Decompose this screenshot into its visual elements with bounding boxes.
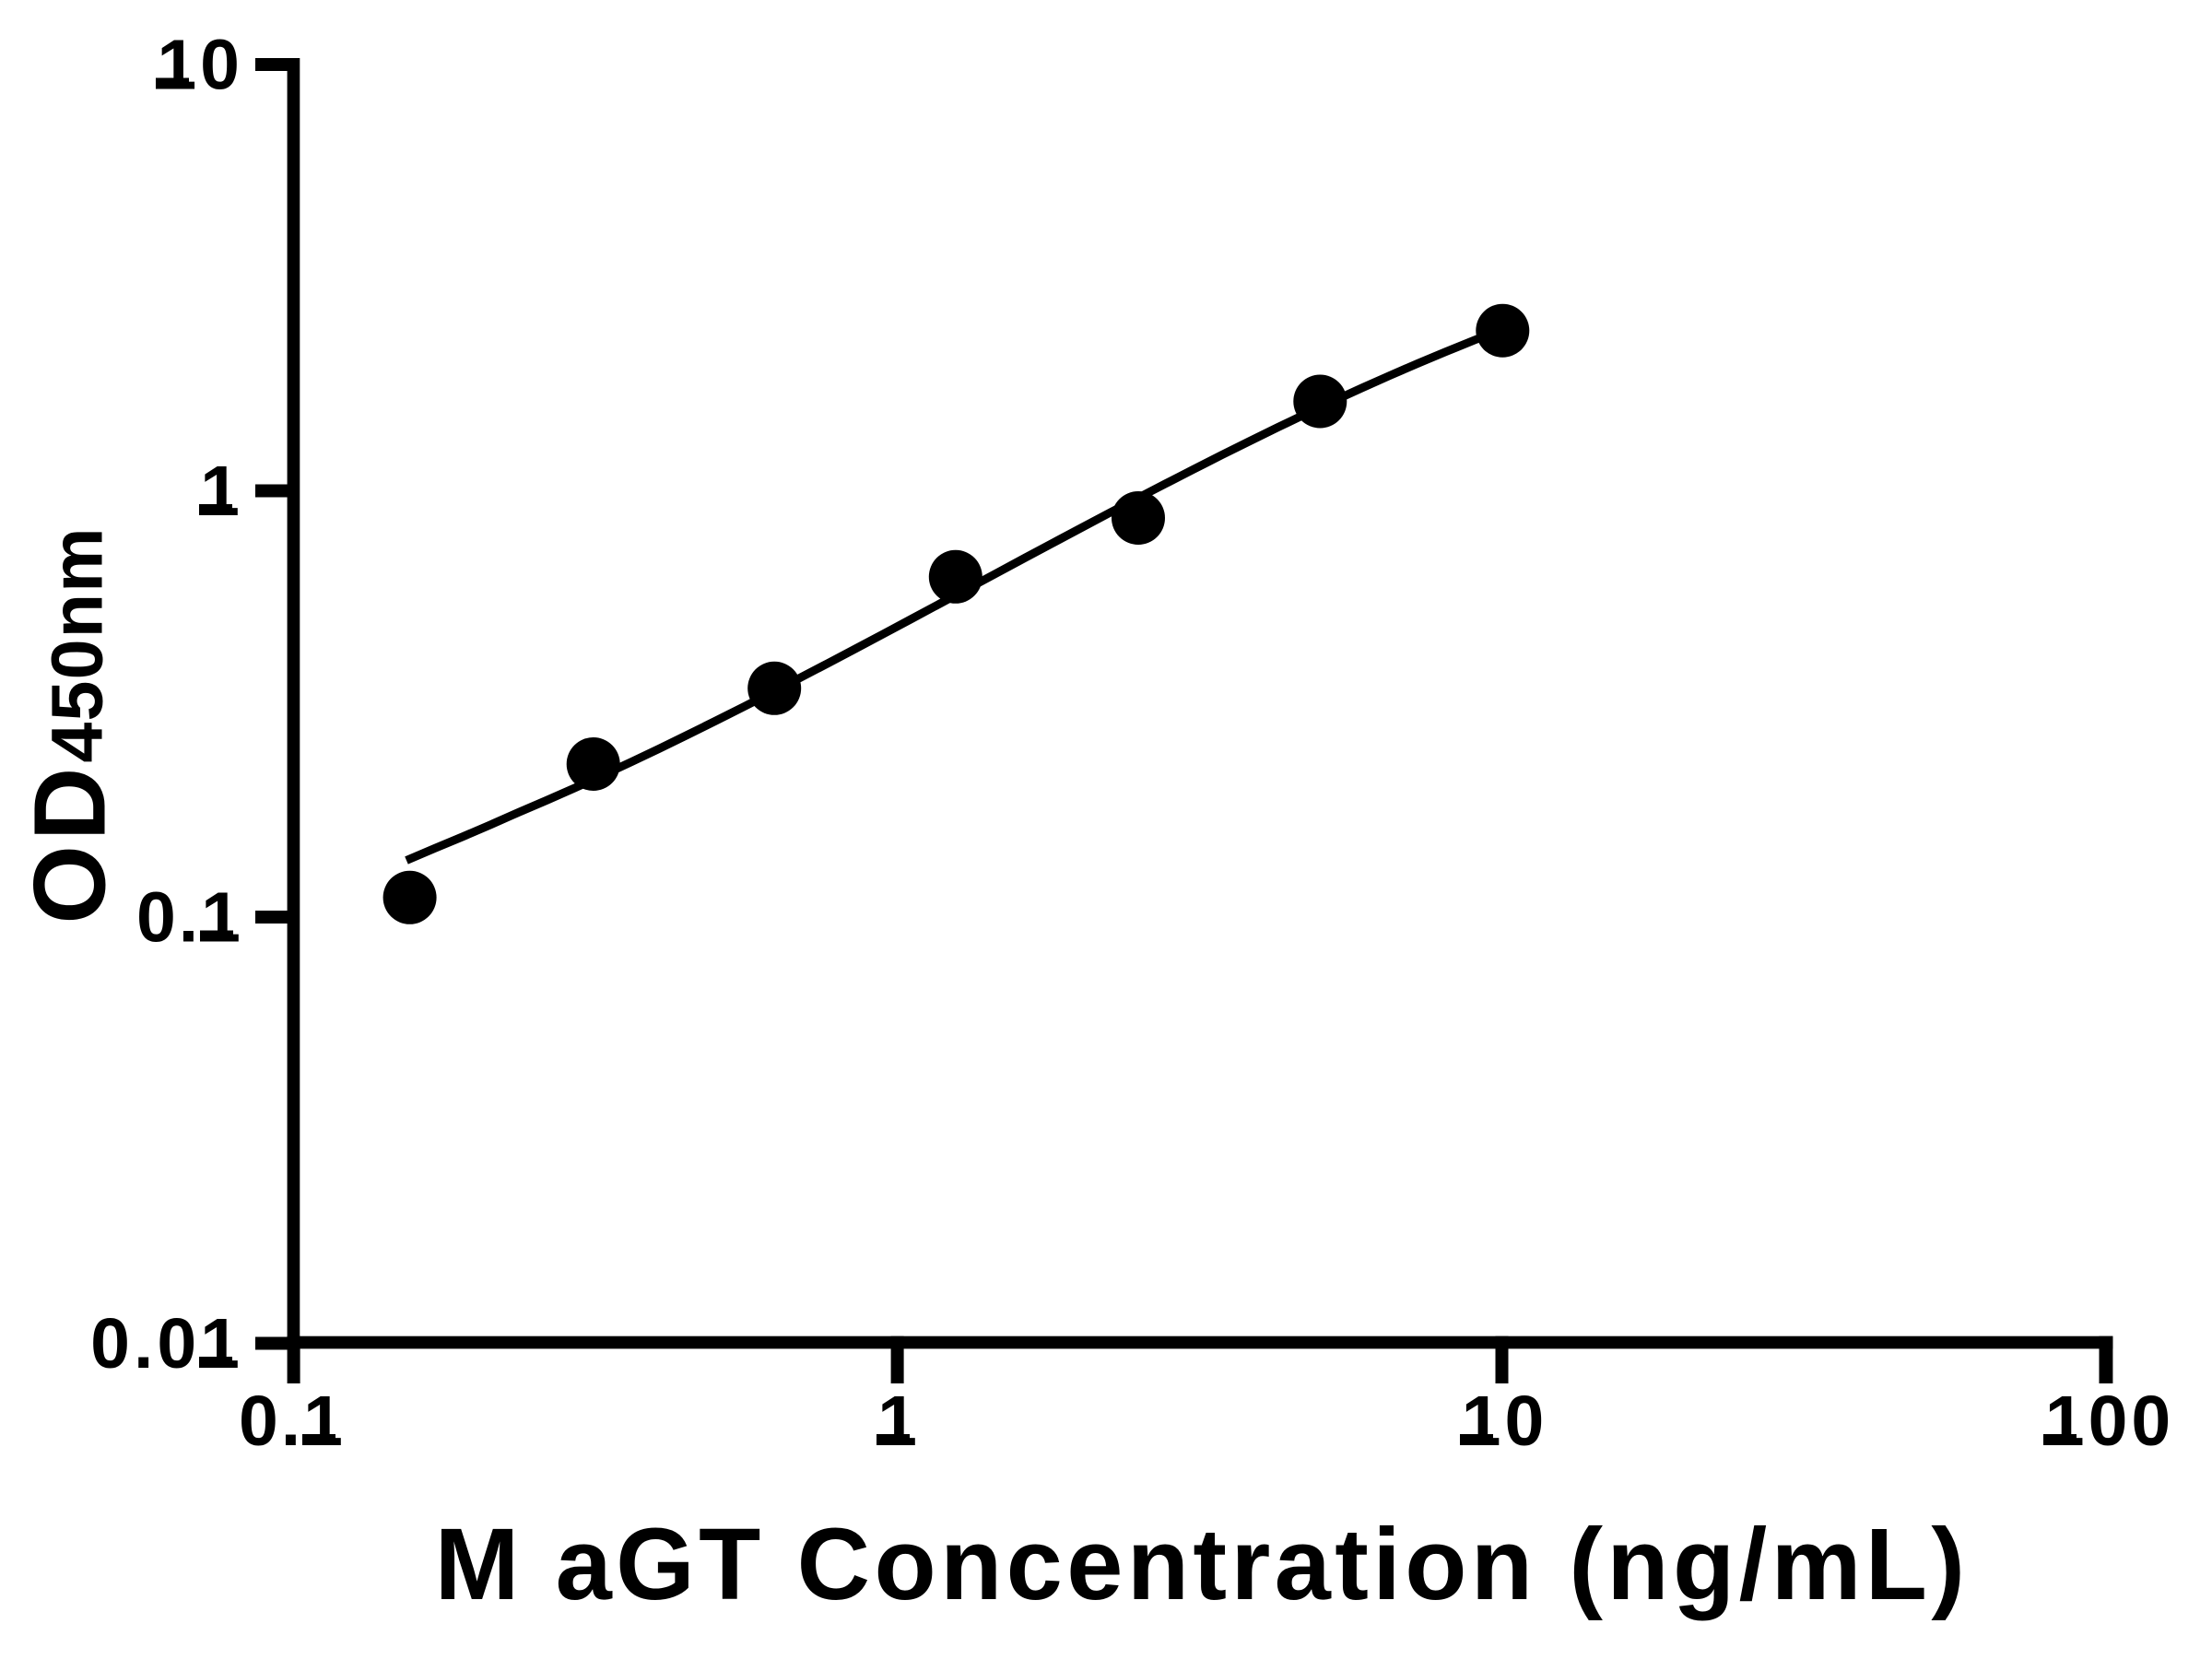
svg-text:100: 100 [2045, 1382, 2174, 1461]
svg-text:10: 10 [1462, 1382, 1548, 1461]
svg-text:10: 10 [157, 26, 243, 105]
svg-text:1: 1 [877, 1382, 917, 1461]
svg-text:0.01: 0.01 [90, 1304, 243, 1383]
svg-text:0.1: 0.1 [239, 1382, 346, 1461]
svg-text:0.1: 0.1 [136, 878, 243, 958]
svg-text:OD450nm: OD450nm [14, 526, 127, 924]
svg-text:M aGT Concentration (ng/mL): M aGT Concentration (ng/mL) [435, 1508, 1970, 1621]
svg-text:1: 1 [200, 452, 240, 531]
